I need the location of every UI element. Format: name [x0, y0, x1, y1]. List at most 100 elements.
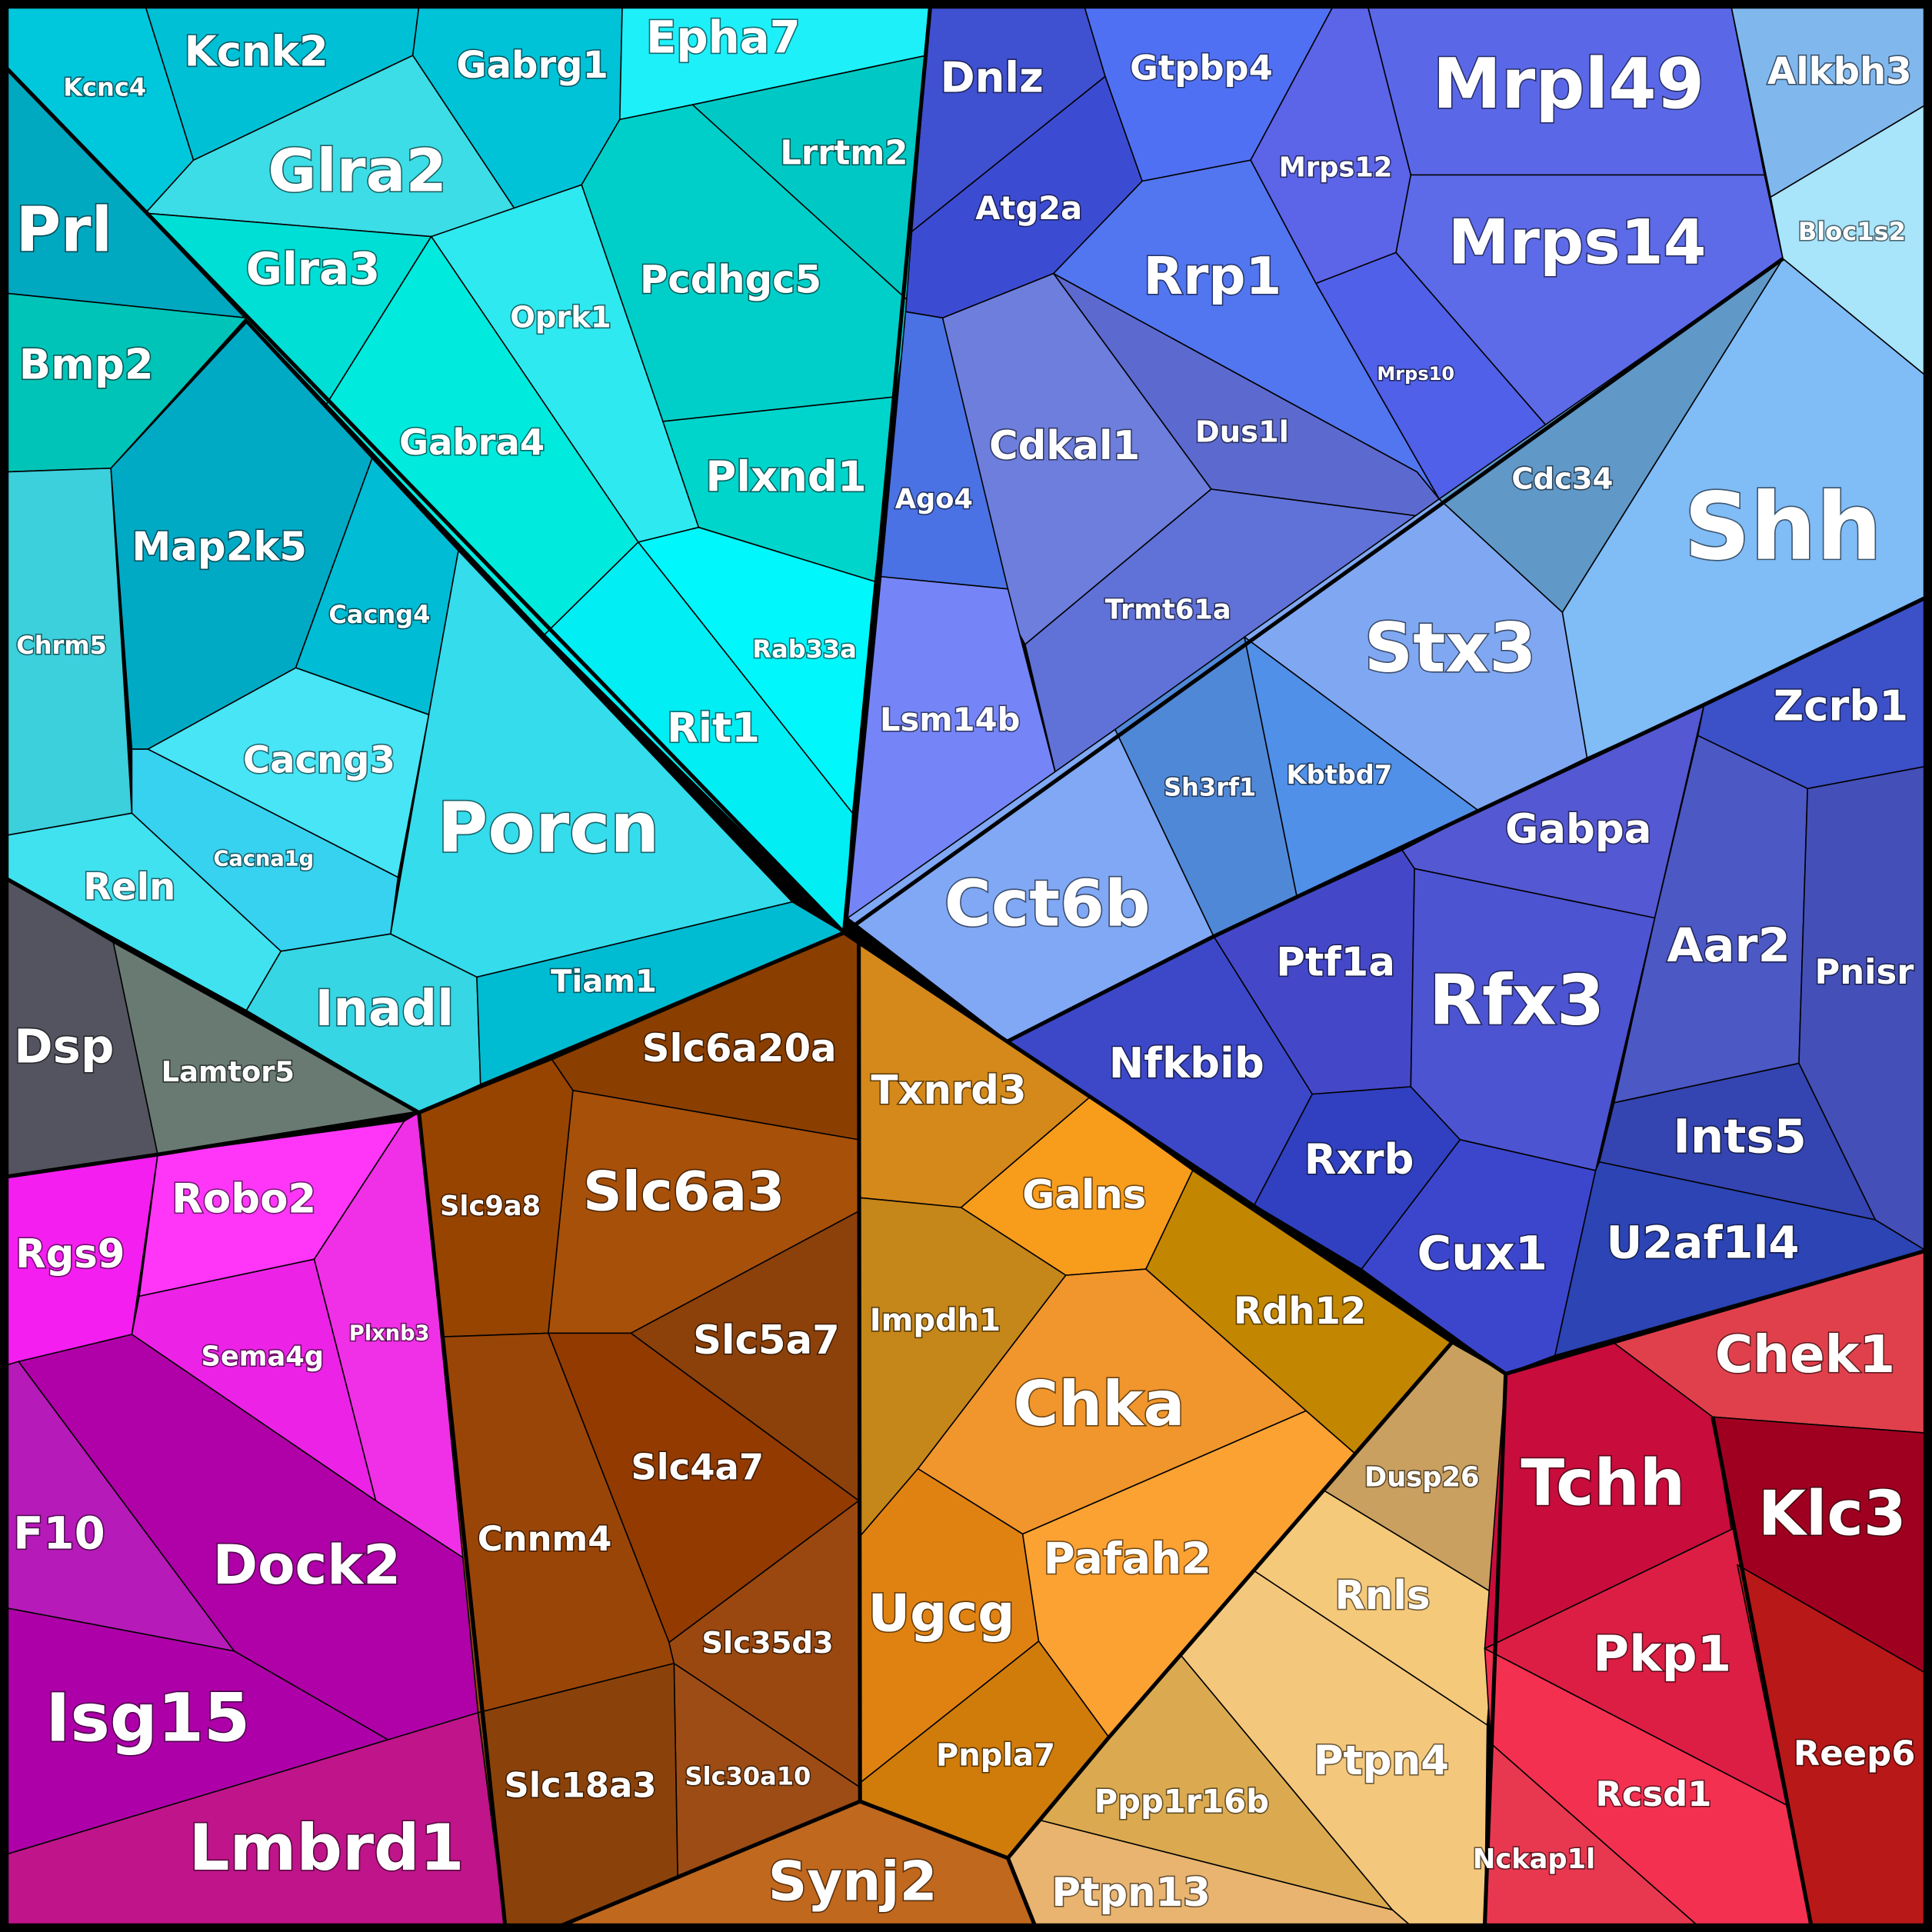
cell-label: Slc30a10 [685, 1762, 811, 1791]
cell-label: Plxnb3 [349, 1322, 430, 1346]
cell-label: Impdh1 [870, 1303, 1001, 1338]
cell-label: Sema4g [201, 1341, 324, 1372]
region-border [5, 1111, 420, 1179]
cell-label: Inadl [315, 981, 455, 1038]
cell-label: Chka [1013, 1368, 1184, 1440]
cell-label: Plxnd1 [705, 451, 866, 501]
region-border [842, 257, 1784, 934]
region-borders [5, 5, 1927, 1928]
cell-label: Alkbh3 [1767, 50, 1912, 93]
cell-label: Cct6b [944, 867, 1151, 941]
region-border [5, 66, 846, 934]
cell-label: Sh3rf1 [1164, 772, 1256, 801]
cells [5, 5, 1927, 1927]
cell-label: Pafah2 [1044, 1534, 1212, 1584]
cell-label: Atg2a [975, 189, 1082, 227]
cell-label: Rrp1 [1143, 246, 1281, 306]
cell-label: Prl [15, 194, 112, 265]
cell-label: Gabra4 [399, 421, 545, 463]
cell-label: Dusp26 [1364, 1461, 1480, 1493]
cell-label: Cacna1g [214, 848, 315, 871]
cell-label: Gabrg1 [456, 44, 608, 87]
cell-label: Chrm5 [16, 631, 107, 660]
cell-label: Map2k5 [132, 525, 307, 571]
cell-label: Cux1 [1417, 1227, 1547, 1281]
cell-label: Oprk1 [510, 300, 611, 335]
cell-label: Epha7 [646, 11, 801, 63]
region-border [1504, 1248, 1927, 1376]
cell-label: Nfkbib [1109, 1038, 1264, 1088]
region-border [1006, 1341, 1454, 1860]
cell-label: Mrps10 [1377, 363, 1454, 385]
cell-label: Kcnc4 [63, 72, 146, 102]
cell-label: Gabpa [1505, 806, 1651, 853]
cell-label: Glra2 [268, 137, 447, 205]
cell [1254, 1086, 1461, 1270]
cell-label: Chek1 [1715, 1324, 1895, 1384]
cell-label: U2af1l4 [1607, 1216, 1800, 1268]
cell-label: Pnpla7 [936, 1738, 1055, 1774]
cell-label: Klc3 [1758, 1478, 1907, 1550]
cell-label: Txnrd3 [871, 1068, 1027, 1114]
cell-label: Ptf1a [1276, 939, 1395, 985]
cell-label: Gtpbp4 [1130, 47, 1273, 88]
region-border [1710, 1416, 1814, 1927]
cell-label: Rab33a [752, 635, 856, 664]
cell-label: Rgs9 [15, 1231, 125, 1277]
cell-label: Dnlz [940, 52, 1043, 102]
cell-label: Kbtbd7 [1287, 760, 1393, 790]
cell-label: Rxrb [1304, 1134, 1414, 1184]
cell-label: Cdc34 [1511, 461, 1613, 496]
region-border [841, 5, 1508, 1927]
cell-label: Cdkal1 [989, 423, 1140, 469]
cell-label: Slc5a7 [693, 1317, 840, 1364]
cell-label: Slc9a8 [440, 1191, 541, 1222]
cell-label: Bloc1s2 [1798, 217, 1906, 246]
cell-label: Lamtor5 [162, 1055, 295, 1088]
cell-label: Ptpn13 [1051, 1870, 1211, 1916]
cell-label: Reep6 [1794, 1733, 1916, 1774]
cell-label: Porcn [438, 788, 660, 868]
region-border [1007, 595, 1927, 1044]
cell-label: F10 [13, 1507, 105, 1559]
cell-label: Reln [83, 866, 175, 909]
cell-label: Galns [1022, 1172, 1146, 1218]
cell-label: Ugcg [868, 1583, 1015, 1643]
cell-label: Mrps14 [1448, 206, 1707, 278]
cell-label: Lmbrd1 [188, 1810, 464, 1885]
cell-label: Rnls [1334, 1573, 1430, 1619]
cell-label: Robo2 [172, 1176, 316, 1223]
cell-label: Bmp2 [19, 340, 154, 389]
cell-label: Pkp1 [1593, 1626, 1731, 1683]
cell-label: Glra3 [246, 243, 381, 295]
cell-label: Synj2 [768, 1850, 938, 1914]
cell-label: Slc35d3 [701, 1626, 833, 1661]
cell-label: Isg15 [45, 1681, 250, 1757]
cell-label: Cnnm4 [478, 1518, 612, 1559]
cell-label: Tchh [1521, 1446, 1685, 1521]
cell-label: Pcdhgc5 [640, 257, 821, 301]
cell-label: Pnisr [1814, 951, 1914, 992]
cell-label: Aar2 [1667, 918, 1790, 973]
cell-label: Tiam1 [551, 964, 657, 999]
cell-label: Slc6a3 [583, 1161, 784, 1224]
cell-label: Cacng3 [243, 739, 395, 782]
cell-label: Ppp1r16b [1094, 1782, 1269, 1820]
cell-label: Rcsd1 [1595, 1774, 1711, 1814]
cell-label: Mrps12 [1279, 152, 1393, 183]
cell-label: Dsp [14, 1020, 114, 1074]
cell-label: Ptpn4 [1314, 1737, 1449, 1784]
cell-label: Ago4 [895, 483, 973, 515]
cell-label: Cacng4 [328, 600, 430, 629]
cell-label: Rdh12 [1234, 1290, 1366, 1333]
cell-label: Slc4a7 [631, 1447, 764, 1488]
cell-label: Ints5 [1673, 1109, 1807, 1164]
cell-label: Rit1 [667, 705, 760, 752]
cell-label: Trmt61a [1105, 595, 1231, 626]
cell-label: Dus1l [1195, 415, 1289, 449]
cell-label: Mrpl49 [1433, 45, 1704, 125]
cell-label: Shh [1684, 473, 1882, 581]
